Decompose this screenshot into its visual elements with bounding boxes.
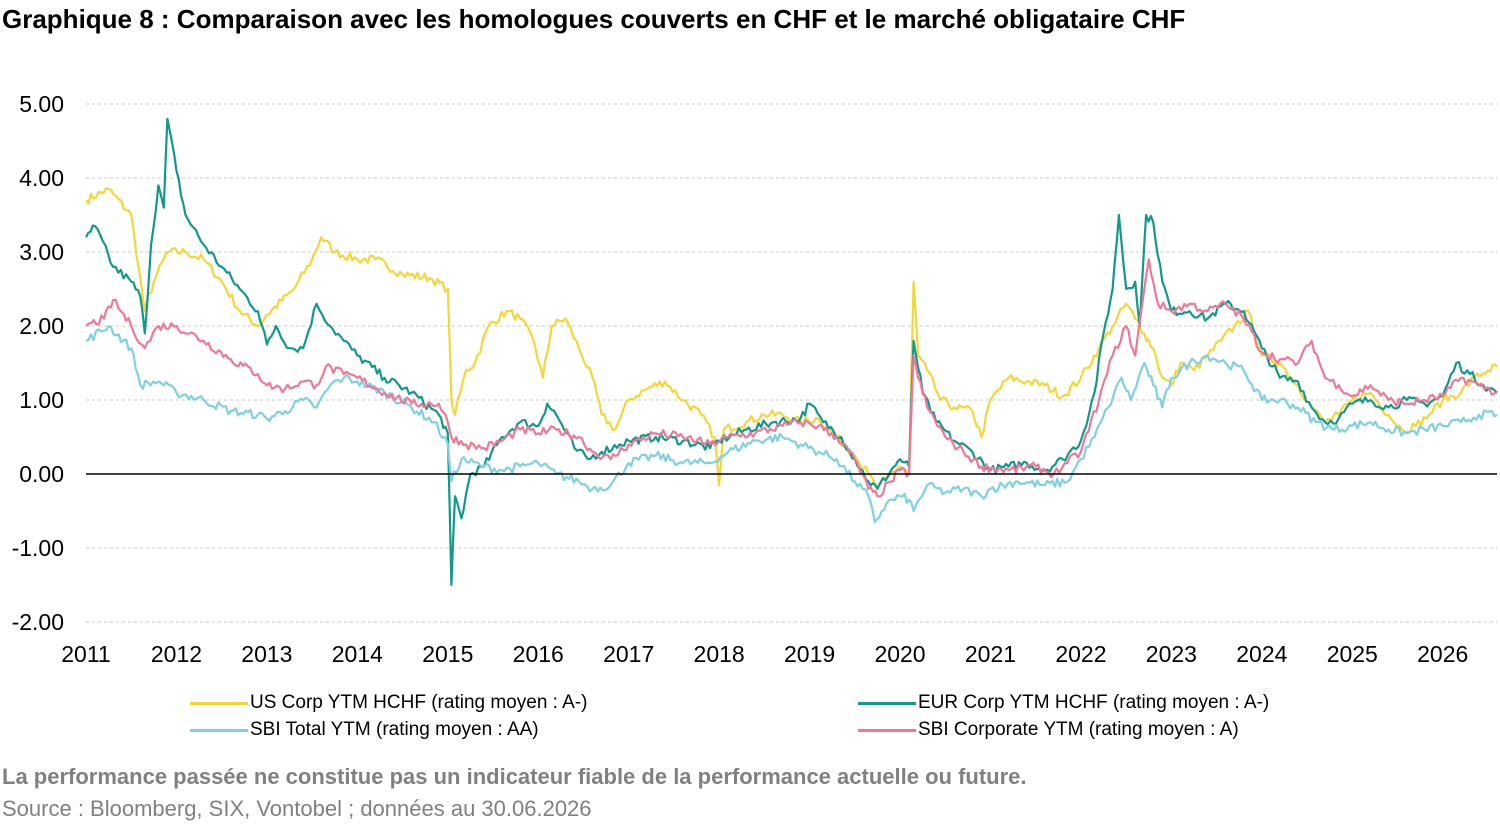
- x-tick-label: 2023: [1146, 641, 1197, 667]
- y-axis-labels: -2.00 -1.00 0.00 1.00 2.00 3.00 4.00 5.00: [12, 91, 64, 635]
- y-tick-label: 2.00: [19, 313, 64, 339]
- y-tick-label: 0.00: [19, 461, 64, 487]
- series-line-1: [85, 117, 1498, 587]
- x-tick-label: 2015: [422, 641, 473, 667]
- x-tick-label: 2024: [1236, 641, 1287, 667]
- y-tick-label: 1.00: [19, 387, 64, 413]
- legend-label-sbi-corporate: SBI Corporate YTM (rating moyen : A): [918, 719, 1239, 740]
- x-tick-label: 2012: [151, 641, 202, 667]
- y-tick-label: 3.00: [19, 239, 64, 265]
- legend-label-us-corp: US Corp YTM HCHF (rating moyen : A-): [250, 692, 588, 713]
- series-line-0: [85, 187, 1498, 490]
- legend-item-us-corp: US Corp YTM HCHF (rating moyen : A-): [190, 692, 588, 714]
- gridlines: [86, 103, 1497, 623]
- legend-swatch-sbi-corporate: [858, 728, 916, 732]
- y-tick-label: -1.00: [12, 535, 64, 561]
- x-tick-label: 2020: [874, 641, 925, 667]
- x-tick-label: 2022: [1055, 641, 1106, 667]
- legend-item-eur-corp: EUR Corp YTM HCHF (rating moyen : A-): [858, 692, 1269, 714]
- source-note: Source : Bloomberg, SIX, Vontobel ; donn…: [2, 796, 592, 821]
- legend-item-sbi-corporate: SBI Corporate YTM (rating moyen : A): [858, 719, 1239, 741]
- y-tick-label: 5.00: [19, 91, 64, 117]
- disclaimer: La performance passée ne constitue pas u…: [2, 764, 1027, 789]
- x-tick-label: 2019: [784, 641, 835, 667]
- chart-title: Graphique 8 : Comparaison avec les homol…: [2, 4, 1186, 34]
- x-tick-label: 2021: [965, 641, 1016, 667]
- y-tick-label: -2.00: [12, 609, 64, 635]
- x-tick-label: 2025: [1327, 641, 1378, 667]
- x-axis-labels: 2011 2012 2013 2014 2015 2016 2017 2018 2019 2020…: [61, 641, 1468, 667]
- x-tick-label: 2011: [61, 641, 110, 667]
- x-tick-label: 2013: [241, 641, 292, 667]
- x-tick-label: 2017: [603, 641, 654, 667]
- x-tick-label: 2014: [332, 641, 383, 667]
- legend-label-sbi-total: SBI Total YTM (rating moyen : AA): [250, 719, 539, 740]
- x-tick-label: 2016: [513, 641, 564, 667]
- legend-swatch-eur-corp: [858, 701, 916, 705]
- series-lines: [85, 117, 1498, 587]
- legend-swatch-us-corp: [190, 701, 248, 705]
- y-tick-label: 4.00: [19, 165, 64, 191]
- x-tick-label: 2026: [1417, 641, 1468, 667]
- line-chart: -2.00-1.000.001.002.003.004.005.00 2011 2…: [12, 91, 1498, 667]
- legend-swatch-sbi-total: [190, 728, 248, 732]
- legend-item-sbi-total: SBI Total YTM (rating moyen : AA): [190, 719, 539, 741]
- series-line-3: [85, 258, 1498, 498]
- x-tick-label: 2018: [694, 641, 745, 667]
- legend-label-eur-corp: EUR Corp YTM HCHF (rating moyen : A-): [918, 692, 1270, 713]
- series-line-2: [85, 324, 1498, 524]
